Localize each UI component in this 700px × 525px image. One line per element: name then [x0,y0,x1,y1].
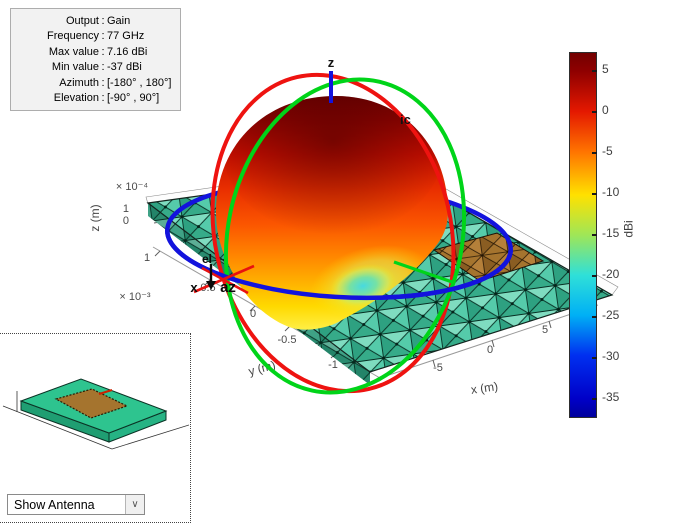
y-tick: 1 [144,252,150,264]
y-axis-multiplier: × 10⁻³ [119,291,151,303]
colorbar-tick-mark [592,152,597,154]
colorbar-tick-mark [592,398,597,400]
info-value: [-180° , 180°] [107,76,172,89]
az-label: az [220,279,236,296]
colorbar-tick-mark [592,357,597,359]
y-tick: -0.5 [278,334,297,346]
z-tick-0: 0 [123,215,129,227]
colorbar-tick-label: -20 [602,267,620,281]
info-row-elevation: Elevation: [-90° , 90°] [11,91,180,106]
feed-line [98,389,113,395]
y-axis-label: y (m) [247,358,277,379]
info-label: Elevation [53,92,99,105]
x-tick: -5 [433,362,443,374]
colorbar-unit-label: dBi [621,220,636,238]
elevation-circle-green [223,77,467,395]
info-row-output: Output: Gain [11,14,180,29]
colorbar-tick-mark [592,275,597,277]
dropdown-selected-value: Show Antenna [14,497,95,512]
info-label: Output [65,15,99,27]
colorbar-tick-label: -25 [602,308,620,322]
origin-axes-marker: el az x [190,252,255,296]
info-row-max-value: Max value:7.16 dBi [11,45,180,60]
elevation-circle-red [210,72,456,394]
colorbar-tick-label: -30 [602,349,620,363]
colorbar-tick-mark [592,316,597,318]
z-axis-marker-label: z [328,55,335,70]
pattern-info-panel: Output: Gain Frequency:77 GHz Max value:7… [10,8,181,111]
el-arrow-head [206,281,216,290]
info-value: 77 GHz [107,30,145,43]
colorbar-tick-mark [592,70,597,72]
x-axis-marker-label: x [190,280,198,295]
info-label: Min value [51,61,99,74]
info-row-azimuth: Azimuth: [-180° , 180°] [11,76,180,91]
z-axis-multiplier: × 10⁻⁴ [116,181,149,193]
chevron-down-icon[interactable]: ∨ [125,495,144,514]
y-axis-arrow [201,266,249,295]
info-label: Azimuth [59,76,99,89]
x-axis-label: x (m) [470,379,499,397]
info-label: Frequency [47,30,99,43]
axes-rulers: × 10⁻⁴ 1 0 × 10⁻³ 1 0.5 0 -0.5 -1 -5 0 5… [88,181,599,397]
colorbar-tick-mark [592,234,597,236]
show-antenna-dropdown[interactable]: Show Antenna ∨ [7,494,145,515]
y-tick: -1 [328,359,338,371]
colorbar-tick-label: 5 [602,62,609,76]
info-value: 7.16 dBi [107,45,148,58]
antenna-preview-panel: Show Antenna ∨ [0,333,191,523]
y-tick: 0 [250,308,256,320]
patch-element [54,388,129,419]
x-tick: 0 [487,344,493,356]
antenna-geometry [2,378,190,450]
elevation-arrow-green [393,260,456,285]
info-row-min-value: Min value: -37 dBi [11,60,180,75]
info-value: Gain [107,15,131,27]
x-tick: 5 [542,324,548,336]
colorbar-tick-label: -10 [602,185,620,199]
colorbar-tick-label: -5 [602,144,613,158]
info-row-frequency: Frequency:77 GHz [11,29,180,44]
colorbar-tick-mark [592,111,597,113]
colorbar-tick-label: -35 [602,390,620,404]
z-axis-label: z (m) [88,204,102,231]
colorbar-tick-label: 0 [602,103,609,117]
azimuth-circle-front [165,229,513,301]
info-value: -37 dBi [107,61,142,74]
el-label: el [202,252,212,266]
info-label: Max value [48,45,99,58]
info-value: [-90° , 90°] [107,92,160,105]
z-tick-1: 1 [123,203,129,215]
occluded-label-fragment: ic [400,112,411,127]
colorbar-tick-mark [592,193,597,195]
colorbar-tick-label: -15 [602,226,620,240]
